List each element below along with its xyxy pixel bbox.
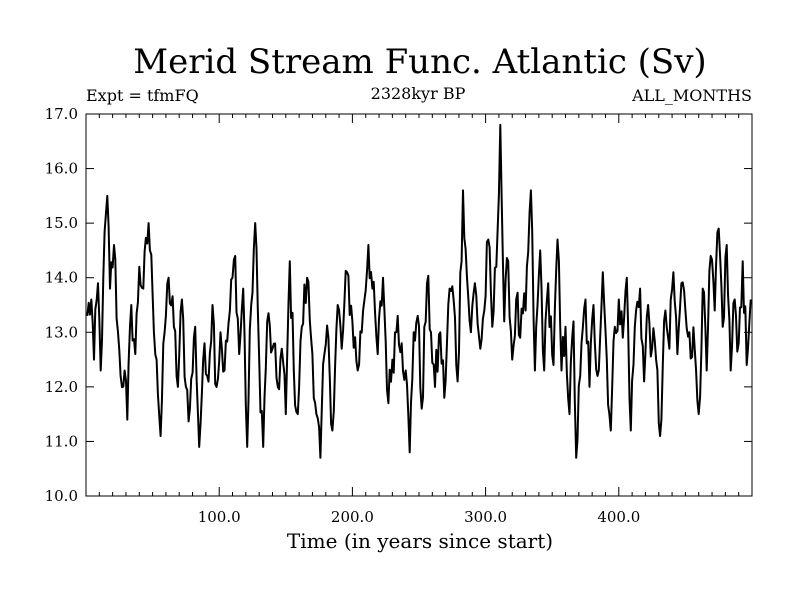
series-line [86, 123, 752, 459]
x-tick-label: 100.0 [198, 508, 241, 526]
y-tick-label: 10.0 [45, 487, 78, 505]
y-tick-label: 12.0 [45, 378, 78, 396]
y-axis: 10.0 11.0 12.0 13.0 14.0 15.0 16.0 17.0 [45, 105, 752, 505]
plot-frame [85, 113, 753, 497]
y-tick-label: 14.0 [45, 269, 78, 287]
y-tick-label: 16.0 [45, 160, 78, 178]
chart-title: Merid Stream Func. Atlantic (Sv) [133, 42, 706, 82]
time-period-label: 2328kyr BP [371, 84, 466, 103]
y-tick-label: 15.0 [45, 214, 78, 232]
x-axis: 100.0 200.0 300.0 400.0 [98, 114, 740, 526]
y-tick-label: 17.0 [45, 105, 78, 123]
y-tick-label: 13.0 [45, 323, 78, 341]
experiment-label: Expt = tfmFQ [86, 86, 199, 105]
y-tick-label: 11.0 [45, 432, 78, 450]
months-label: ALL_MONTHS [631, 86, 752, 105]
x-axis-label: Time (in years since start) [287, 529, 553, 553]
x-tick-label: 200.0 [331, 508, 374, 526]
x-tick-label: 300.0 [464, 508, 507, 526]
x-tick-label: 400.0 [597, 508, 640, 526]
